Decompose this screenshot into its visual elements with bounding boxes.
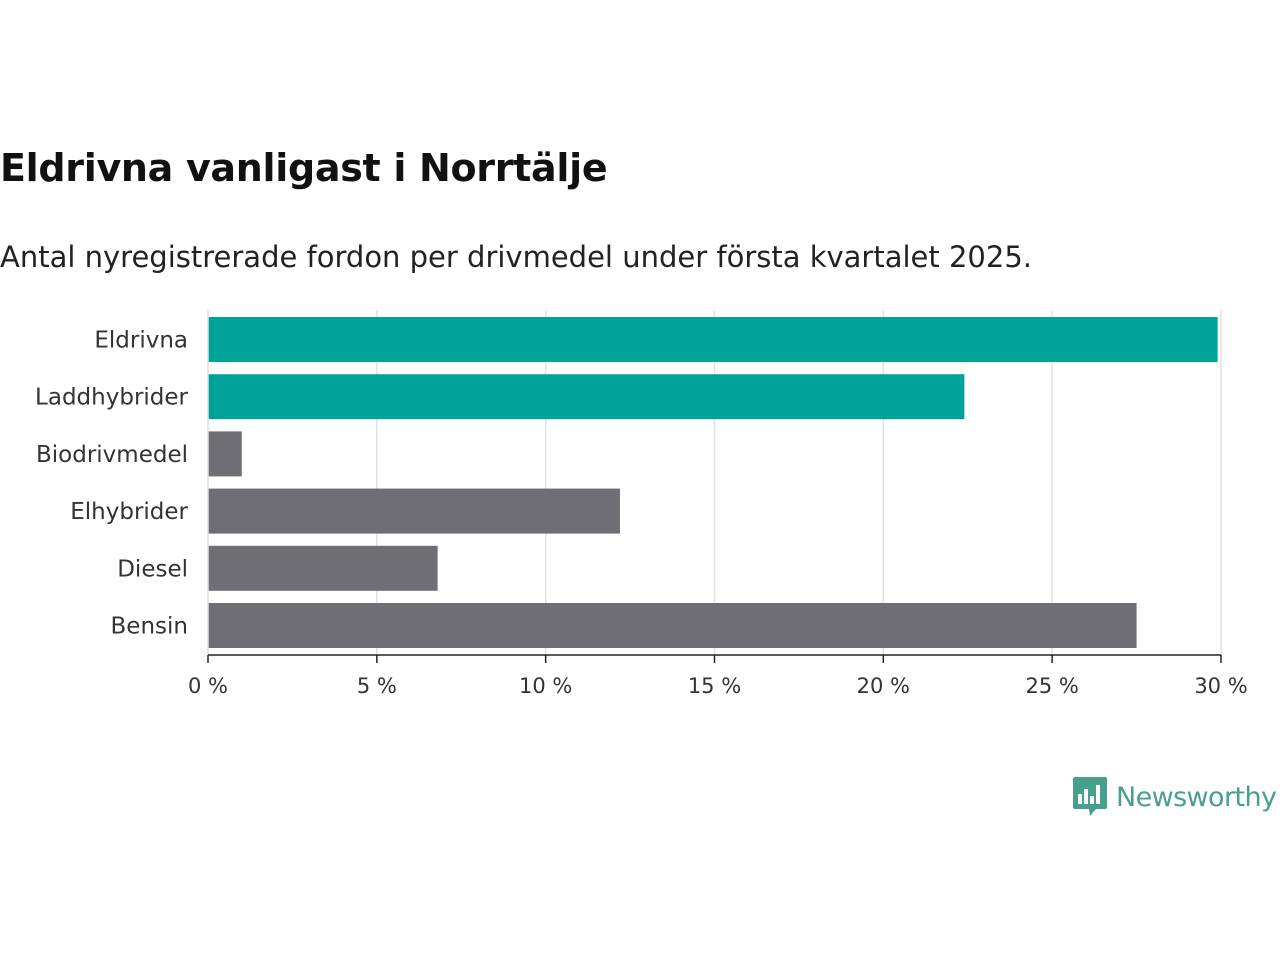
bar-chart: Eldrivna Laddhybrider Biodrivmedel Elhybrid… <box>35 310 1248 698</box>
x-tick-label: 20 % <box>857 674 910 698</box>
category-label: Laddhybrider <box>35 385 188 411</box>
category-label: Elhybrider <box>70 499 188 525</box>
x-tick-label: 5 % <box>357 674 397 698</box>
bars <box>208 317 1218 648</box>
grid-lines <box>376 310 1222 655</box>
chart-subtitle: Antal nyregistrerade fordon per drivmede… <box>0 240 1033 274</box>
x-tick-label: 30 % <box>1194 674 1247 698</box>
x-tick-label: 10 % <box>519 674 572 698</box>
x-tick-label: 15 % <box>688 674 741 698</box>
category-label: Bensin <box>111 614 188 640</box>
x-axis: 0 % 5 % 10 % 15 % 20 % 25 % 30 % <box>188 310 1248 698</box>
x-tick-label: 0 % <box>188 674 228 698</box>
bar <box>208 431 242 477</box>
category-label: Biodrivmedel <box>36 442 188 468</box>
bar <box>208 488 620 534</box>
bar <box>208 545 438 591</box>
chart-title: Eldrivna vanligast i Norrtälje <box>0 146 608 190</box>
category-label: Diesel <box>117 556 188 582</box>
brand-name: Newsworthy <box>1116 781 1277 813</box>
category-labels: Eldrivna Laddhybrider Biodrivmedel Elhybrid… <box>35 328 188 640</box>
brand-logo: Newsworthy <box>1072 776 1277 818</box>
category-label: Eldrivna <box>94 328 188 354</box>
x-tick-label: 25 % <box>1025 674 1078 698</box>
bar <box>208 317 1218 362</box>
bar <box>208 374 965 420</box>
bar <box>208 603 1137 648</box>
bar-chart-speech-bubble-icon <box>1073 777 1107 816</box>
